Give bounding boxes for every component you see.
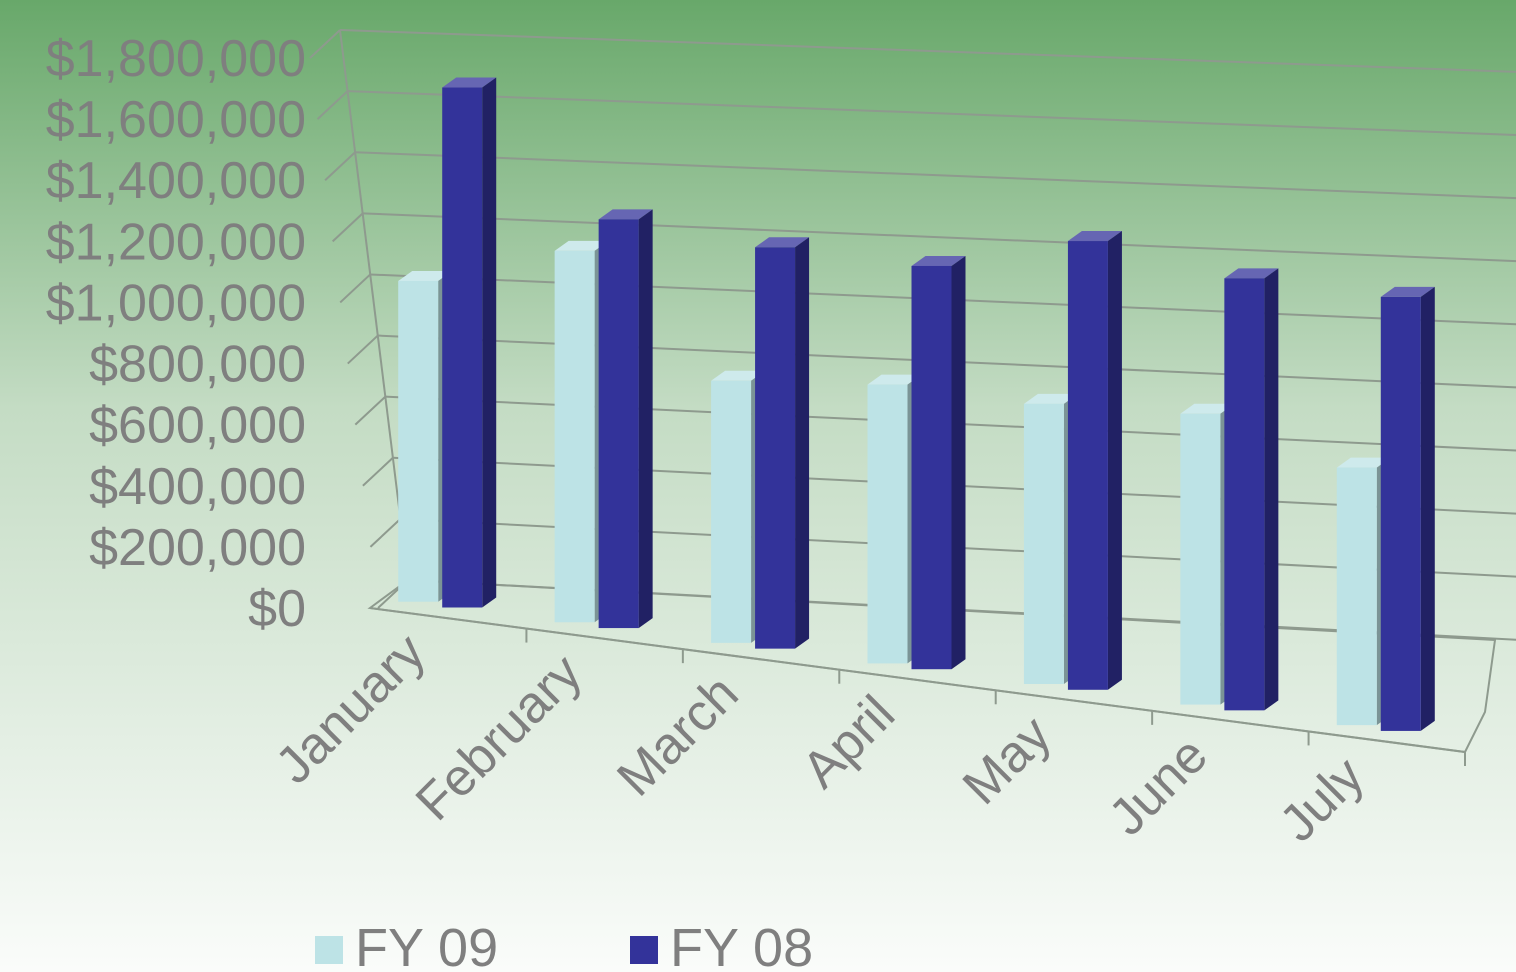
bar-top bbox=[867, 374, 922, 385]
bar-fy-08 bbox=[1224, 278, 1265, 711]
bar-top bbox=[755, 237, 810, 248]
bar-fy-09 bbox=[867, 384, 908, 664]
bar-top bbox=[554, 240, 609, 251]
bar-side bbox=[1264, 268, 1279, 711]
bar-top bbox=[598, 209, 653, 220]
gridline bbox=[355, 151, 1516, 200]
gridline-side bbox=[347, 334, 379, 365]
bar-fy-09 bbox=[1180, 413, 1221, 705]
bar-side bbox=[482, 77, 497, 608]
x-axis-line bbox=[369, 607, 1466, 753]
bar-side bbox=[638, 209, 653, 629]
bar-top bbox=[1023, 393, 1078, 404]
bar-top bbox=[711, 370, 766, 381]
bar-top bbox=[442, 77, 497, 88]
y-tick-label: $1,800,000 bbox=[46, 30, 306, 88]
bars bbox=[398, 77, 1435, 731]
bar-fy-08 bbox=[911, 265, 952, 670]
bar-fy-09 bbox=[711, 380, 752, 643]
legend-label: FY 09 bbox=[355, 918, 498, 972]
legend: FY 09 FY 08 bbox=[315, 918, 813, 972]
bar-top bbox=[1336, 457, 1391, 468]
gridline bbox=[339, 29, 1516, 73]
gridline bbox=[347, 90, 1516, 136]
bar-fy-08 bbox=[442, 87, 483, 608]
y-tick-label: $1,000,000 bbox=[46, 274, 306, 332]
bar-side bbox=[1420, 286, 1435, 731]
bar-fy-08 bbox=[1067, 241, 1108, 690]
bar-fy-08 bbox=[598, 219, 639, 629]
bar-fy-08 bbox=[1380, 296, 1421, 731]
y-axis-line bbox=[339, 29, 409, 581]
y-axis-ticks: $0$200,000$400,000$600,000$800,000$1,000… bbox=[46, 30, 306, 638]
y-tick-label: $200,000 bbox=[89, 519, 306, 577]
gridline-side bbox=[316, 90, 349, 120]
bar-top bbox=[911, 255, 966, 266]
gridline-side bbox=[339, 273, 371, 304]
y-tick-label: $400,000 bbox=[89, 458, 306, 516]
gridline-side bbox=[309, 29, 341, 59]
gridline bbox=[362, 212, 1516, 263]
bar-fy-08 bbox=[755, 247, 796, 649]
bar-top bbox=[1224, 268, 1279, 279]
gridline-side bbox=[354, 395, 387, 426]
gridline-side bbox=[324, 151, 356, 181]
bar-fy-09 bbox=[1336, 467, 1377, 726]
bar-top bbox=[398, 270, 453, 281]
legend-swatch bbox=[630, 936, 658, 964]
bar-top bbox=[1380, 286, 1435, 297]
y-tick-label: $1,400,000 bbox=[46, 152, 306, 210]
bar-fy-09 bbox=[554, 250, 595, 623]
gridline-side bbox=[369, 518, 402, 548]
bar-top bbox=[1180, 403, 1235, 414]
bar-fy-09 bbox=[398, 280, 439, 602]
legend-label: FY 08 bbox=[670, 918, 813, 972]
gridline-side bbox=[331, 212, 364, 243]
bar-side bbox=[795, 237, 810, 649]
bar-fy-09 bbox=[1023, 403, 1064, 684]
y-tick-label: $1,200,000 bbox=[46, 213, 306, 271]
bar-side bbox=[951, 255, 966, 670]
bar-side bbox=[1107, 231, 1122, 690]
y-tick-label: $1,600,000 bbox=[46, 91, 306, 149]
gridline-side bbox=[362, 457, 394, 487]
y-tick-label: $800,000 bbox=[89, 336, 306, 394]
y-tick-label: $600,000 bbox=[89, 397, 306, 455]
y-tick-label: $0 bbox=[248, 580, 306, 638]
bar-top bbox=[1067, 231, 1122, 242]
legend-swatch bbox=[315, 936, 343, 964]
